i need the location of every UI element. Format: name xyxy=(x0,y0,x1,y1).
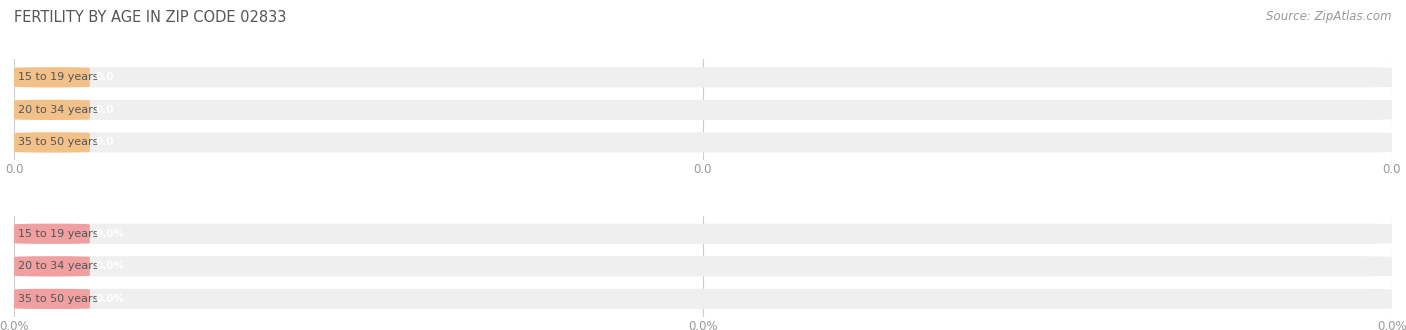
FancyBboxPatch shape xyxy=(14,289,90,309)
Text: 15 to 19 years: 15 to 19 years xyxy=(18,229,98,239)
Text: 0.0%: 0.0% xyxy=(96,261,124,271)
Text: 20 to 34 years: 20 to 34 years xyxy=(18,105,98,115)
FancyBboxPatch shape xyxy=(14,100,1392,120)
FancyBboxPatch shape xyxy=(14,67,90,87)
Text: 15 to 19 years: 15 to 19 years xyxy=(18,72,98,82)
FancyBboxPatch shape xyxy=(14,224,90,244)
Text: 35 to 50 years: 35 to 50 years xyxy=(18,137,98,148)
Text: 0.0: 0.0 xyxy=(96,105,114,115)
Text: 20 to 34 years: 20 to 34 years xyxy=(18,261,98,271)
Text: 0.0: 0.0 xyxy=(96,137,114,148)
FancyBboxPatch shape xyxy=(14,132,90,152)
FancyBboxPatch shape xyxy=(14,256,90,277)
FancyBboxPatch shape xyxy=(14,67,1392,87)
Text: 0.0%: 0.0% xyxy=(96,294,124,304)
FancyBboxPatch shape xyxy=(14,224,1392,244)
Text: 35 to 50 years: 35 to 50 years xyxy=(18,294,98,304)
Text: 0.0: 0.0 xyxy=(96,72,114,82)
Text: Source: ZipAtlas.com: Source: ZipAtlas.com xyxy=(1267,10,1392,23)
FancyBboxPatch shape xyxy=(14,289,1392,309)
Text: FERTILITY BY AGE IN ZIP CODE 02833: FERTILITY BY AGE IN ZIP CODE 02833 xyxy=(14,10,287,25)
FancyBboxPatch shape xyxy=(14,256,1392,277)
FancyBboxPatch shape xyxy=(14,132,1392,152)
Text: 0.0%: 0.0% xyxy=(96,229,124,239)
FancyBboxPatch shape xyxy=(14,100,90,120)
